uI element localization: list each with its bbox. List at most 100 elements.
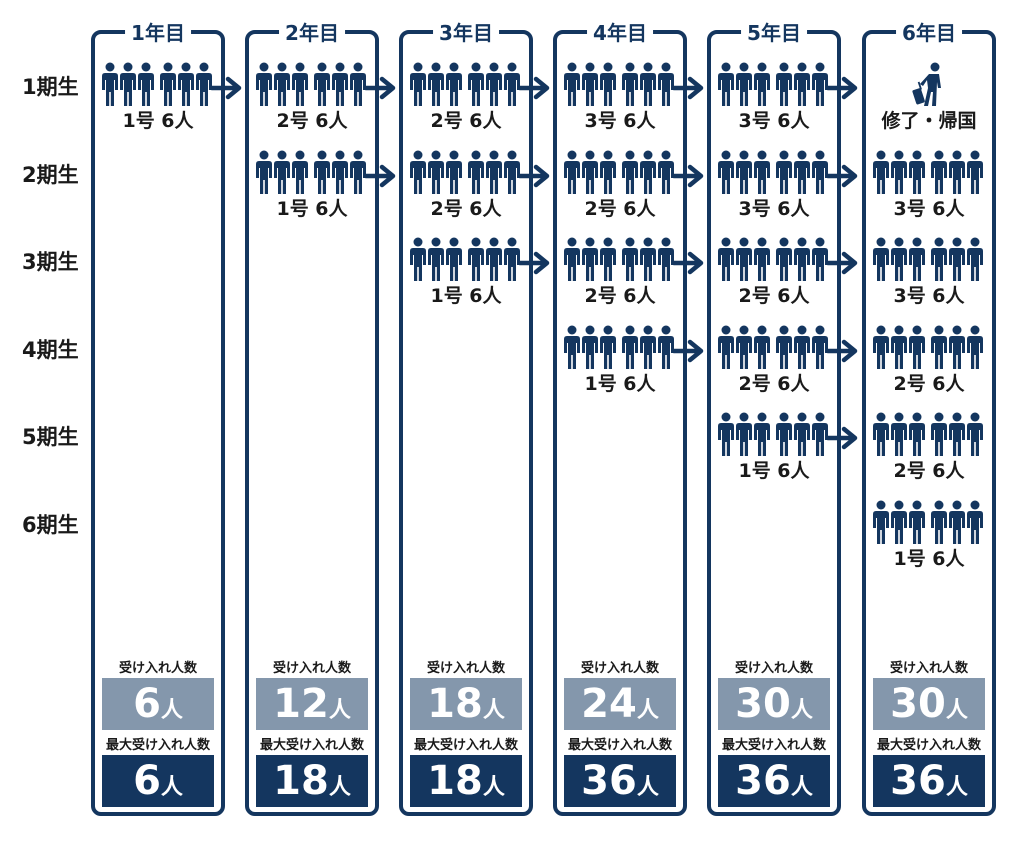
unit-label: 人 xyxy=(160,775,183,800)
trainee-group: 3号 6人 xyxy=(869,237,989,307)
max-count-box: 6人 xyxy=(102,755,214,807)
person-icon xyxy=(776,412,792,456)
arrow-right-icon xyxy=(825,163,860,189)
person-icon xyxy=(314,62,330,106)
max-count-box: 36人 xyxy=(873,755,985,807)
person-icon xyxy=(622,237,638,281)
accept-count-caption: 受け入れ人数 xyxy=(272,661,351,676)
person-icon xyxy=(931,500,947,544)
person-icon xyxy=(967,325,983,369)
max-count-box: 18人 xyxy=(410,755,522,807)
unit-label: 人 xyxy=(790,775,813,800)
max-count-caption: 最大受け入れ人数 xyxy=(413,738,518,753)
trainee-group: 2号 6人 xyxy=(406,150,526,220)
accept-count-box: 30人 xyxy=(718,678,830,730)
arrow-right-icon xyxy=(671,338,706,364)
group-label: 2号 6人 xyxy=(584,285,656,307)
person-icon xyxy=(640,325,656,369)
max-count-box: 36人 xyxy=(564,755,676,807)
person-icon xyxy=(564,150,580,194)
accept-count-value: 30 xyxy=(890,681,946,727)
trainee-group: 2号 6人 xyxy=(869,412,989,482)
max-count-caption: 最大受け入れ人数 xyxy=(721,738,826,753)
trainee-group: 3号 6人 xyxy=(869,150,989,220)
max-count-caption: 最大受け入れ人数 xyxy=(105,738,210,753)
arrow-right-icon xyxy=(517,250,552,276)
person-icon xyxy=(718,325,734,369)
accept-count-box: 30人 xyxy=(873,678,985,730)
person-icon xyxy=(292,150,308,194)
person-icon xyxy=(582,150,598,194)
person-icon xyxy=(582,62,598,106)
cohort-label: 5期生 xyxy=(22,425,79,449)
person-icon xyxy=(582,237,598,281)
person-icon xyxy=(138,62,154,106)
person-icon xyxy=(600,325,616,369)
person-icon xyxy=(891,500,907,544)
accept-count-caption: 受け入れ人数 xyxy=(118,661,197,676)
person-icon xyxy=(256,62,272,106)
accept-count-box: 12人 xyxy=(256,678,368,730)
trainee-group: 1号 6人 xyxy=(869,500,989,570)
year-title: 6年目 xyxy=(896,19,962,47)
arrow-right-icon xyxy=(671,75,706,101)
person-icon xyxy=(891,325,907,369)
person-icon xyxy=(891,237,907,281)
trainee-group: 1号 6人 xyxy=(560,325,680,395)
group-label: 2号 6人 xyxy=(430,198,502,220)
cohort-label: 3期生 xyxy=(22,250,79,274)
trainee-group: 1号 6人 xyxy=(714,412,834,482)
person-icon xyxy=(622,150,638,194)
unit-label: 人 xyxy=(945,775,968,800)
person-icon xyxy=(967,500,983,544)
person-icon xyxy=(314,150,330,194)
max-count-value: 36 xyxy=(890,758,946,804)
group-label: 2号 6人 xyxy=(584,198,656,220)
trainee-group: 1号 6人 xyxy=(98,62,218,132)
person-icon xyxy=(504,150,520,194)
group-label: 1号 6人 xyxy=(738,460,810,482)
person-icon xyxy=(812,150,828,194)
person-icon xyxy=(967,150,983,194)
unit-label: 人 xyxy=(790,698,813,723)
accept-count-box: 6人 xyxy=(102,678,214,730)
accept-count-caption: 受け入れ人数 xyxy=(426,661,505,676)
person-icon xyxy=(350,62,366,106)
year-title: 3年目 xyxy=(433,19,499,47)
year-title: 5年目 xyxy=(741,19,807,47)
accept-count-caption: 受け入れ人数 xyxy=(734,661,813,676)
people-group-icon xyxy=(564,150,674,194)
trainee-group: 2号 6人 xyxy=(560,237,680,307)
person-icon xyxy=(468,150,484,194)
person-icon xyxy=(658,62,674,106)
person-icon xyxy=(794,325,810,369)
person-icon xyxy=(776,62,792,106)
person-icon xyxy=(350,150,366,194)
group-label: 3号 6人 xyxy=(893,198,965,220)
people-group-icon xyxy=(873,325,983,369)
person-icon xyxy=(622,62,638,106)
people-group-icon xyxy=(718,412,828,456)
person-icon xyxy=(776,237,792,281)
people-group-icon xyxy=(718,62,828,106)
person-icon xyxy=(873,500,889,544)
arrow-right-icon xyxy=(517,75,552,101)
person-icon xyxy=(718,237,734,281)
person-icon xyxy=(410,62,426,106)
max-count-box: 18人 xyxy=(256,755,368,807)
arrow-right-icon xyxy=(671,250,706,276)
person-icon xyxy=(160,62,176,106)
people-group-icon xyxy=(564,62,674,106)
max-count-caption: 最大受け入れ人数 xyxy=(567,738,672,753)
person-icon xyxy=(410,237,426,281)
trainee-group: 2号 6人 xyxy=(252,62,372,132)
max-count-value: 18 xyxy=(273,758,329,804)
person-icon xyxy=(812,62,828,106)
people-group-icon xyxy=(564,237,674,281)
person-icon xyxy=(736,325,752,369)
max-count-box: 36人 xyxy=(718,755,830,807)
person-icon xyxy=(428,62,444,106)
person-icon xyxy=(949,150,965,194)
person-icon xyxy=(640,237,656,281)
